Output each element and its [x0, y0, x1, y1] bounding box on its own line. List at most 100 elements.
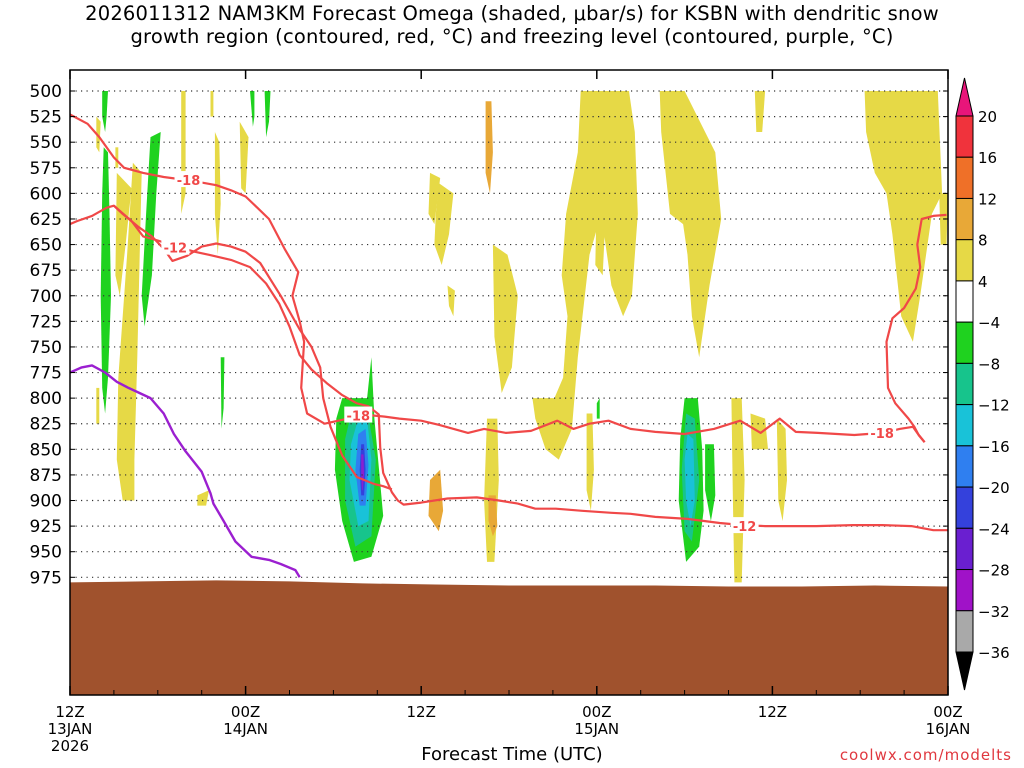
- omega-region-yellow: [115, 147, 119, 168]
- y-tick-label: 875: [30, 466, 62, 486]
- colorbar-bin: [955, 321, 974, 364]
- y-tick-label: 900: [30, 492, 62, 512]
- x-tick-label-line: 12Z: [55, 703, 85, 721]
- x-tick-label-line: 00Z: [230, 703, 261, 721]
- omega-region-yellow: [116, 162, 142, 501]
- colorbar-bin: [955, 486, 974, 529]
- contour-label: -18: [177, 174, 201, 189]
- colorbar-label: 8: [978, 232, 988, 250]
- colorbar-bin: [955, 527, 974, 571]
- freezing-level-line: [70, 364, 301, 578]
- omega-region-yellow: [532, 91, 638, 460]
- omega-region-yellow: [731, 398, 745, 583]
- colorbar: 20 16 12 8 4 −4 −8 −12 −16 −20 −24 −28 −32 −36: [955, 77, 1010, 691]
- colorbar-label: −24: [978, 520, 1010, 538]
- omega-region-yellow: [428, 172, 441, 225]
- omega-region-yellow: [776, 418, 787, 521]
- x-tick-label: 00Z 15JAN: [557, 704, 637, 738]
- x-tick-label-line: 12Z: [406, 703, 436, 721]
- y-tick-label: 600: [30, 184, 62, 204]
- contour-label-bg: [730, 517, 759, 534]
- credit-text: coolwx.com/modelts: [839, 746, 1012, 764]
- colorbar-top-arrow: [955, 77, 974, 117]
- y-tick-label: 575: [30, 159, 62, 179]
- omega-region-yellow: [96, 387, 100, 424]
- colorbar-bin: [955, 610, 974, 653]
- colorbar-label: −36: [978, 644, 1010, 662]
- x-axis-ticks: [69, 70, 949, 695]
- omega-region-yellow: [447, 285, 455, 317]
- omega-region-yellow: [864, 91, 943, 342]
- omega-region-orange: [485, 101, 493, 194]
- contour-label: -12: [164, 242, 188, 257]
- x-tick-label-line: 14JAN: [223, 720, 268, 738]
- colorbar-bin: [955, 280, 974, 323]
- colorbar-bin: [955, 239, 974, 282]
- omega-region-yellow: [492, 244, 518, 393]
- x-axis-title: Forecast Time (UTC): [421, 744, 603, 765]
- y-tick-label: 775: [30, 364, 62, 384]
- dendritic-contour-line: [113, 204, 393, 491]
- omega-region-yellow: [214, 132, 221, 255]
- dendritic-contour-line: [70, 113, 926, 443]
- colorbar-bin: [955, 156, 974, 199]
- omega-shading: [96, 91, 948, 583]
- y-tick-label: 975: [30, 568, 62, 588]
- omega-region-cyan: [684, 434, 695, 527]
- colorbar-label: −16: [978, 438, 1010, 456]
- x-tick-label: 00Z 16JAN: [908, 704, 988, 738]
- colorbar-bin: [955, 197, 974, 241]
- colorbar-bin: [955, 445, 974, 488]
- x-tick-label: 00Z 14JAN: [206, 704, 286, 738]
- omega-region-yellow: [659, 91, 722, 358]
- colorbar-label: 12: [978, 190, 997, 208]
- colorbar-bin: [955, 404, 974, 447]
- colorbar-bin: [955, 115, 974, 158]
- colorbar-label: 16: [978, 149, 997, 167]
- y-tick-label: 625: [30, 210, 62, 230]
- y-tick-label: 700: [30, 287, 62, 307]
- contour-label: -18: [870, 427, 894, 442]
- terrain-layer: [70, 580, 948, 695]
- omega-region-yellow: [197, 490, 209, 506]
- x-tick-label-line: 15JAN: [574, 720, 620, 738]
- y-tick-label: 500: [30, 82, 62, 102]
- omega-region-yellow: [754, 91, 766, 132]
- x-tick-label: 12Z 13JAN 2026: [30, 704, 110, 755]
- colorbar-label: −20: [978, 479, 1010, 497]
- y-axis: 500 525 550 575 600 625 650 675 700 725 750 775 800 8…: [30, 82, 948, 588]
- x-tick-label: 12Z: [732, 704, 812, 721]
- y-tick-label: 550: [30, 133, 62, 153]
- x-tick-label-line: 13JAN: [47, 720, 93, 738]
- colorbar-label: 20: [978, 108, 997, 126]
- y-tick-label: 525: [30, 108, 62, 128]
- y-tick-label: 675: [30, 261, 62, 281]
- contour-label: -12: [733, 520, 757, 535]
- omega-region-yellow: [595, 193, 606, 276]
- colorbar-label: −12: [978, 397, 1010, 415]
- x-tick-label-line: 00Z: [582, 703, 612, 721]
- contour-label-bg: [174, 171, 203, 188]
- colorbar-bottom-arrow: [955, 651, 974, 691]
- contour-label-bg: [344, 406, 373, 423]
- contour-label-bg: [161, 238, 190, 255]
- colorbar-label: −4: [978, 314, 1000, 332]
- contour-label: -18: [347, 410, 371, 425]
- x-tick-label-line: 16JAN: [925, 720, 971, 738]
- y-tick-label: 950: [30, 543, 62, 563]
- y-tick-label: 800: [30, 389, 62, 409]
- omega-region-green: [220, 357, 225, 429]
- omega-region-green: [264, 91, 271, 138]
- omega-region-yellow: [239, 121, 249, 194]
- omega-region-purple: [361, 454, 365, 491]
- colorbar-label: −32: [978, 603, 1010, 621]
- title-line-1: 2026011312 NAM3KM Forecast Omega (shaded…: [85, 2, 939, 25]
- y-tick-label: 650: [30, 236, 62, 256]
- x-tick-label: 12Z: [381, 704, 461, 721]
- y-tick-label: 750: [30, 338, 62, 358]
- omega-region-green: [102, 91, 108, 132]
- pressure-gridlines: [70, 90, 948, 578]
- y-tick-label: 725: [30, 312, 62, 332]
- omega-region-green: [141, 132, 161, 327]
